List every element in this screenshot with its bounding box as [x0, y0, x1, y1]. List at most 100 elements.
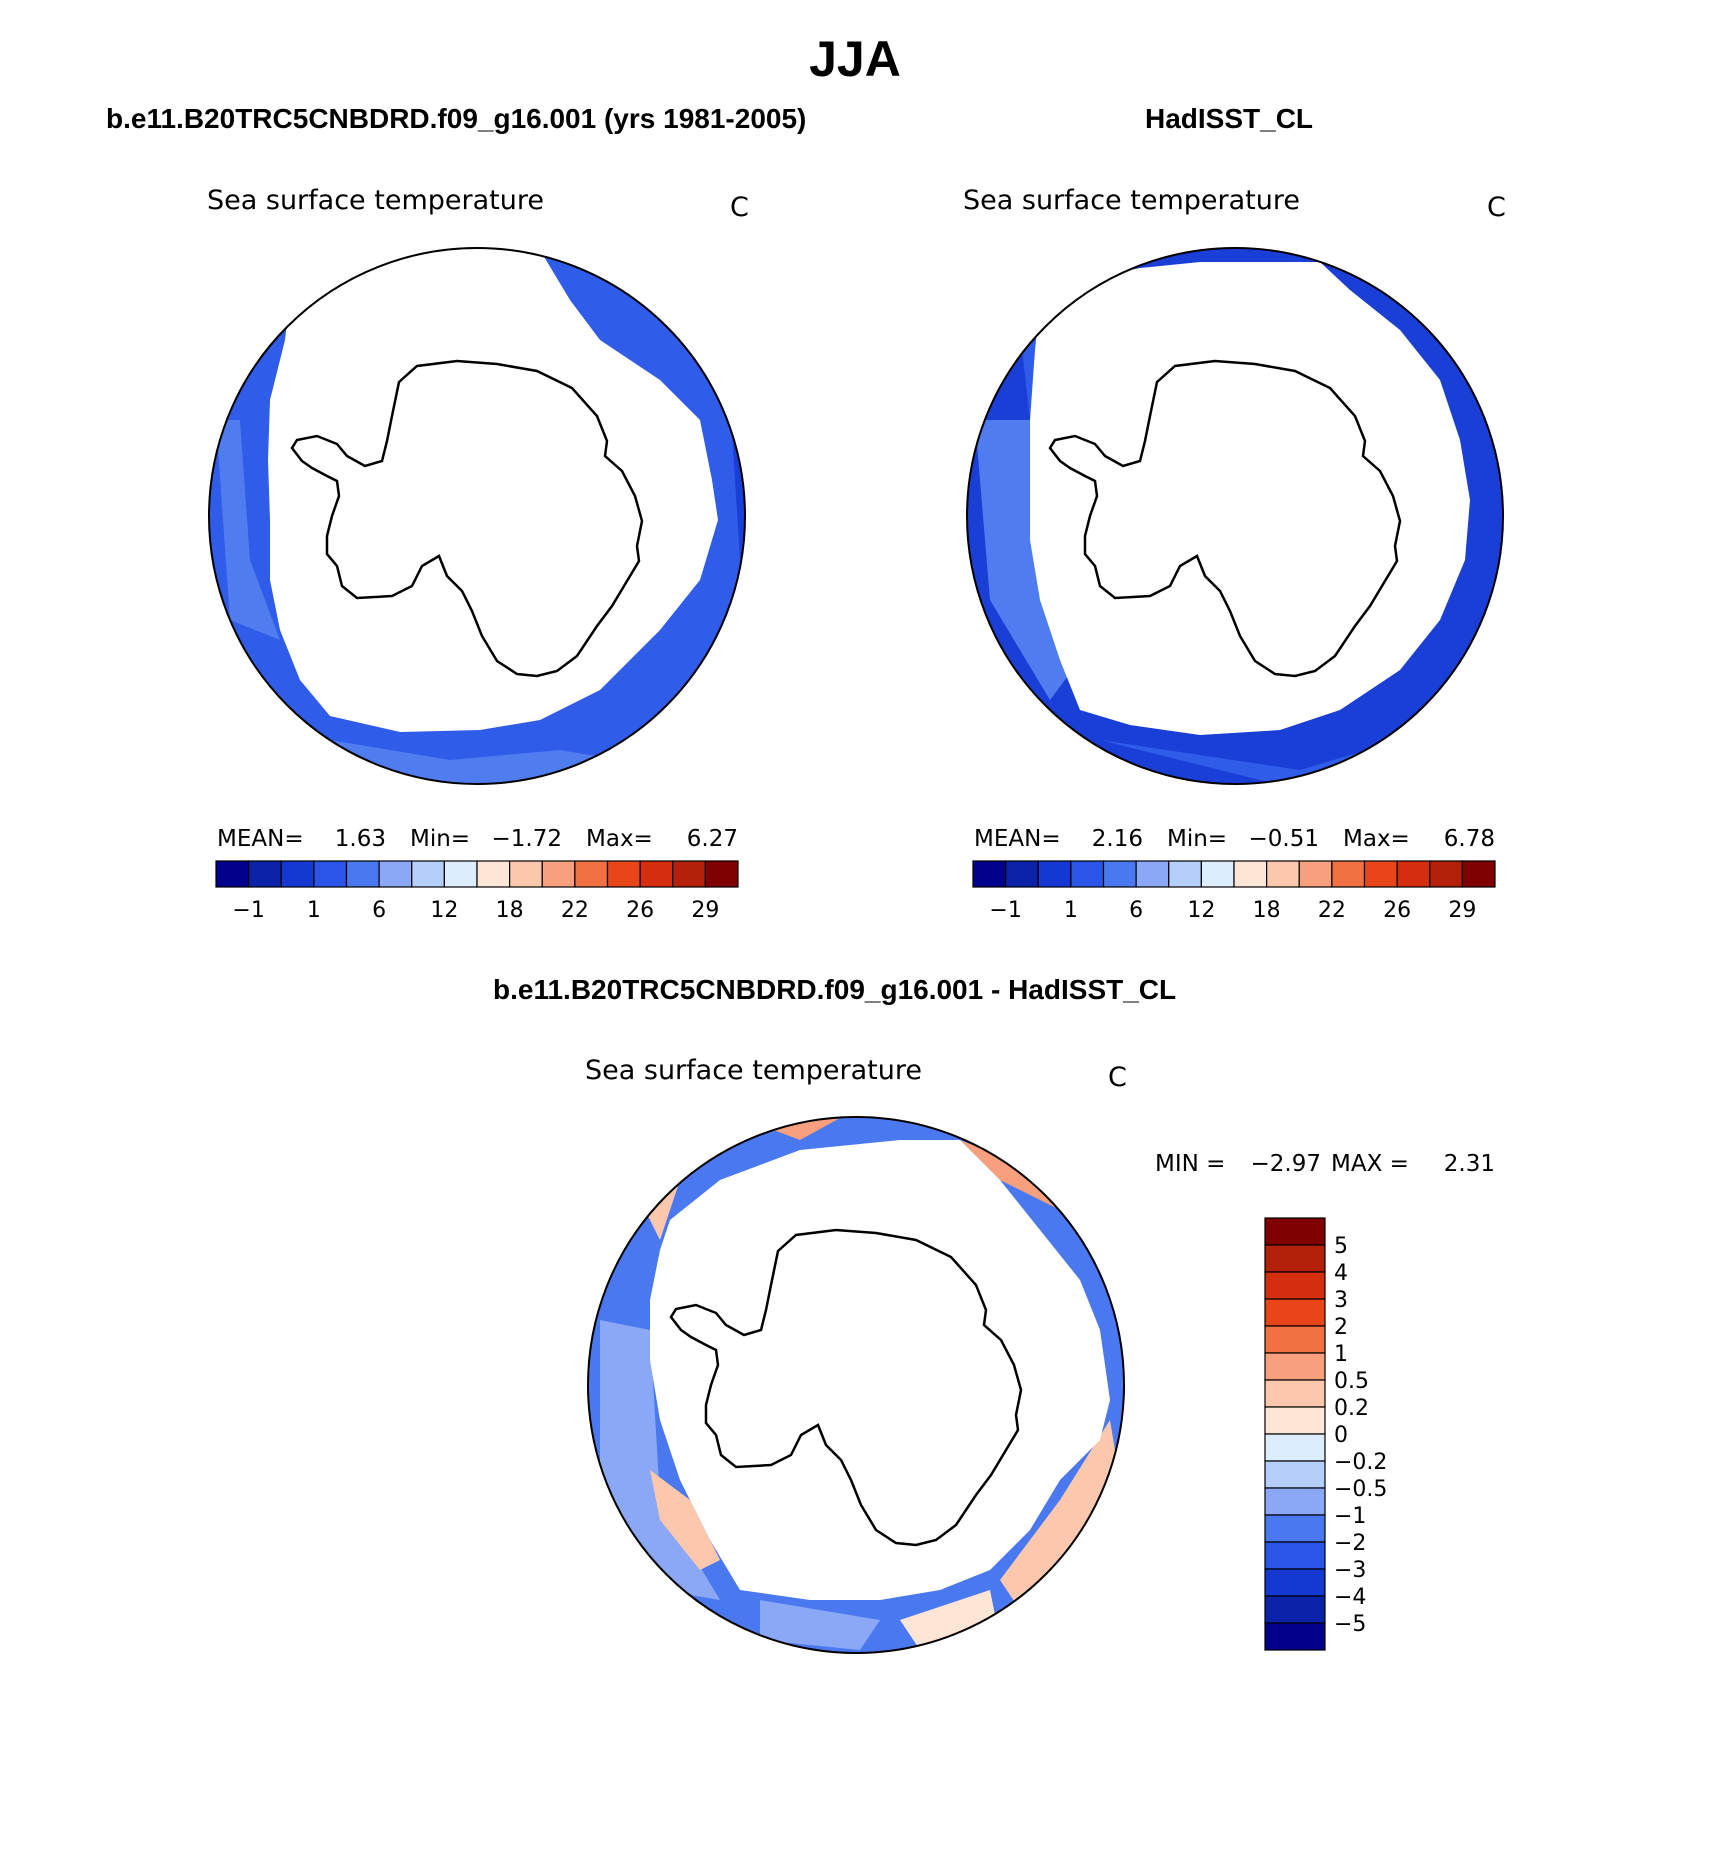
colorbar-obs-tick: 22: [1318, 898, 1346, 923]
colorbar-diff-tick: −3: [1334, 1558, 1366, 1583]
stat-mean-label-model: MEAN=: [217, 826, 304, 852]
units-label-model: C: [730, 192, 749, 223]
colorbar-model-box: [704, 860, 739, 888]
stat-min-obs: −0.51: [1249, 826, 1319, 852]
colorbar-obs: −1 1 6 12 18 22 26 29: [972, 860, 1496, 923]
units-label-diff: C: [1108, 1062, 1127, 1093]
panel-title-obs: HadISST_CL: [1145, 103, 1314, 134]
stat-min-diff: −2.97: [1251, 1151, 1321, 1177]
colorbar-model-tick: −1: [232, 898, 264, 923]
colorbar-diff-tick: 4: [1334, 1261, 1348, 1286]
stat-max-diff: 2.31: [1444, 1151, 1495, 1177]
colorbar-diff-box: [1264, 1298, 1326, 1327]
colorbar-diff-tick: −2: [1334, 1531, 1366, 1556]
colorbar-model-box: [280, 860, 315, 888]
colorbar-obs-box: [1298, 860, 1333, 888]
colorbar-model-tick: 18: [496, 898, 524, 923]
colorbar-diff-box: [1264, 1244, 1326, 1273]
colorbar-diff-box: [1264, 1406, 1326, 1435]
colorbar-obs-tick: 18: [1253, 898, 1281, 923]
colorbar-obs-box: [1331, 860, 1366, 888]
page-title: JJA: [809, 31, 901, 87]
colorbar-diff-tick: 0.5: [1334, 1369, 1369, 1394]
sea-ice-mask-diff: [650, 1140, 1110, 1600]
colorbar-diff-tick: 1: [1334, 1342, 1348, 1367]
colorbar-model-box: [345, 860, 380, 888]
colorbar-model-box: [509, 860, 543, 888]
colorbar-diff-box: [1264, 1622, 1326, 1651]
variable-label-model: Sea surface temperature: [207, 185, 544, 216]
colorbar-model-box: [606, 860, 641, 888]
colorbar-obs-box: [1070, 860, 1105, 888]
colorbar-model-tick: 22: [561, 898, 589, 923]
colorbar-diff-box: [1264, 1325, 1326, 1354]
colorbar-diff-tick: 3: [1334, 1288, 1348, 1313]
colorbar-diff-box: [1264, 1595, 1326, 1624]
colorbar-diff-tick: −1: [1334, 1504, 1366, 1529]
colorbar-obs-box: [1200, 860, 1235, 888]
colorbar-diff-tick: −0.5: [1334, 1477, 1387, 1502]
colorbar-model-box: [313, 860, 348, 888]
units-label-obs: C: [1487, 192, 1506, 223]
colorbar-obs-tick: 6: [1129, 898, 1143, 923]
colorbar-diff-tick: −5: [1334, 1612, 1366, 1637]
colorbar-model-box: [541, 860, 576, 888]
colorbar-model-box: [574, 860, 609, 888]
panel-title-model: b.e11.B20TRC5CNBDRD.f09_g16.001 (yrs 198…: [106, 103, 807, 134]
colorbar-obs-tick: 29: [1448, 898, 1476, 923]
stat-min-label-model: Min=: [410, 826, 470, 852]
colorbar-diff-box: [1264, 1541, 1326, 1570]
map-border-model: [208, 247, 746, 785]
map-diff: [587, 1116, 1125, 1654]
stat-max-label-diff: MAX =: [1331, 1151, 1409, 1177]
colorbar-model-box: [248, 860, 282, 888]
stat-mean-obs: 2.16: [1092, 826, 1143, 852]
colorbar-diff-tick: 5: [1334, 1234, 1348, 1259]
stat-mean-model: 1.63: [335, 826, 386, 852]
colorbar-diff-box: [1264, 1460, 1326, 1489]
colorbar-diff-box: [1264, 1271, 1326, 1300]
colorbar-obs-box: [1363, 860, 1398, 888]
colorbar-obs-box: [1266, 860, 1300, 888]
colorbar-model: −1 1 6 12 18 22 26 29: [215, 860, 739, 923]
stat-max-label-obs: Max=: [1343, 826, 1410, 852]
colorbar-diff-box: [1264, 1433, 1326, 1462]
colorbar-diff-tick: −4: [1334, 1585, 1366, 1610]
colorbar-obs-tick: 26: [1383, 898, 1411, 923]
colorbar-obs-box: [1233, 860, 1268, 888]
stat-min-label-obs: Min=: [1167, 826, 1227, 852]
colorbar-model-box: [443, 860, 478, 888]
map-border-obs: [966, 247, 1504, 785]
map-border-diff: [587, 1116, 1125, 1654]
colorbar-diff-tick: −0.2: [1334, 1450, 1387, 1475]
stat-max-obs: 6.78: [1444, 826, 1495, 852]
colorbar-obs-tick: 12: [1187, 898, 1215, 923]
colorbar-model-tick: 26: [626, 898, 654, 923]
colorbar-diff-box: [1264, 1352, 1326, 1381]
colorbar-model-box: [411, 860, 445, 888]
colorbar-model-box: [476, 860, 511, 888]
stat-mean-label-obs: MEAN=: [974, 826, 1061, 852]
colorbar-diff-tick: 0.2: [1334, 1396, 1369, 1421]
stat-min-model: −1.72: [492, 826, 562, 852]
colorbar-diff-box: [1264, 1568, 1326, 1597]
colorbar-model-tick: 12: [430, 898, 458, 923]
colorbar-model-tick: 6: [372, 898, 386, 923]
colorbar-model-tick: 29: [691, 898, 719, 923]
colorbar-obs-box: [1037, 860, 1072, 888]
colorbar-diff-box: [1264, 1379, 1326, 1408]
colorbar-diff-tick: 0: [1334, 1423, 1348, 1448]
colorbar-model-box: [672, 860, 706, 888]
colorbar-obs-box: [1005, 860, 1039, 888]
sea-ice-mask-model: [268, 248, 718, 732]
map-obs: [966, 247, 1504, 785]
colorbar-obs-box: [1168, 860, 1202, 888]
colorbar-diff-box: [1264, 1514, 1326, 1543]
colorbar-obs-box: [1396, 860, 1431, 888]
sea-ice-mask-obs: [1030, 262, 1470, 735]
colorbar-diff-tick: 2: [1334, 1315, 1348, 1340]
colorbar-obs-box: [972, 860, 1007, 888]
colorbar-obs-tick: 1: [1064, 898, 1078, 923]
